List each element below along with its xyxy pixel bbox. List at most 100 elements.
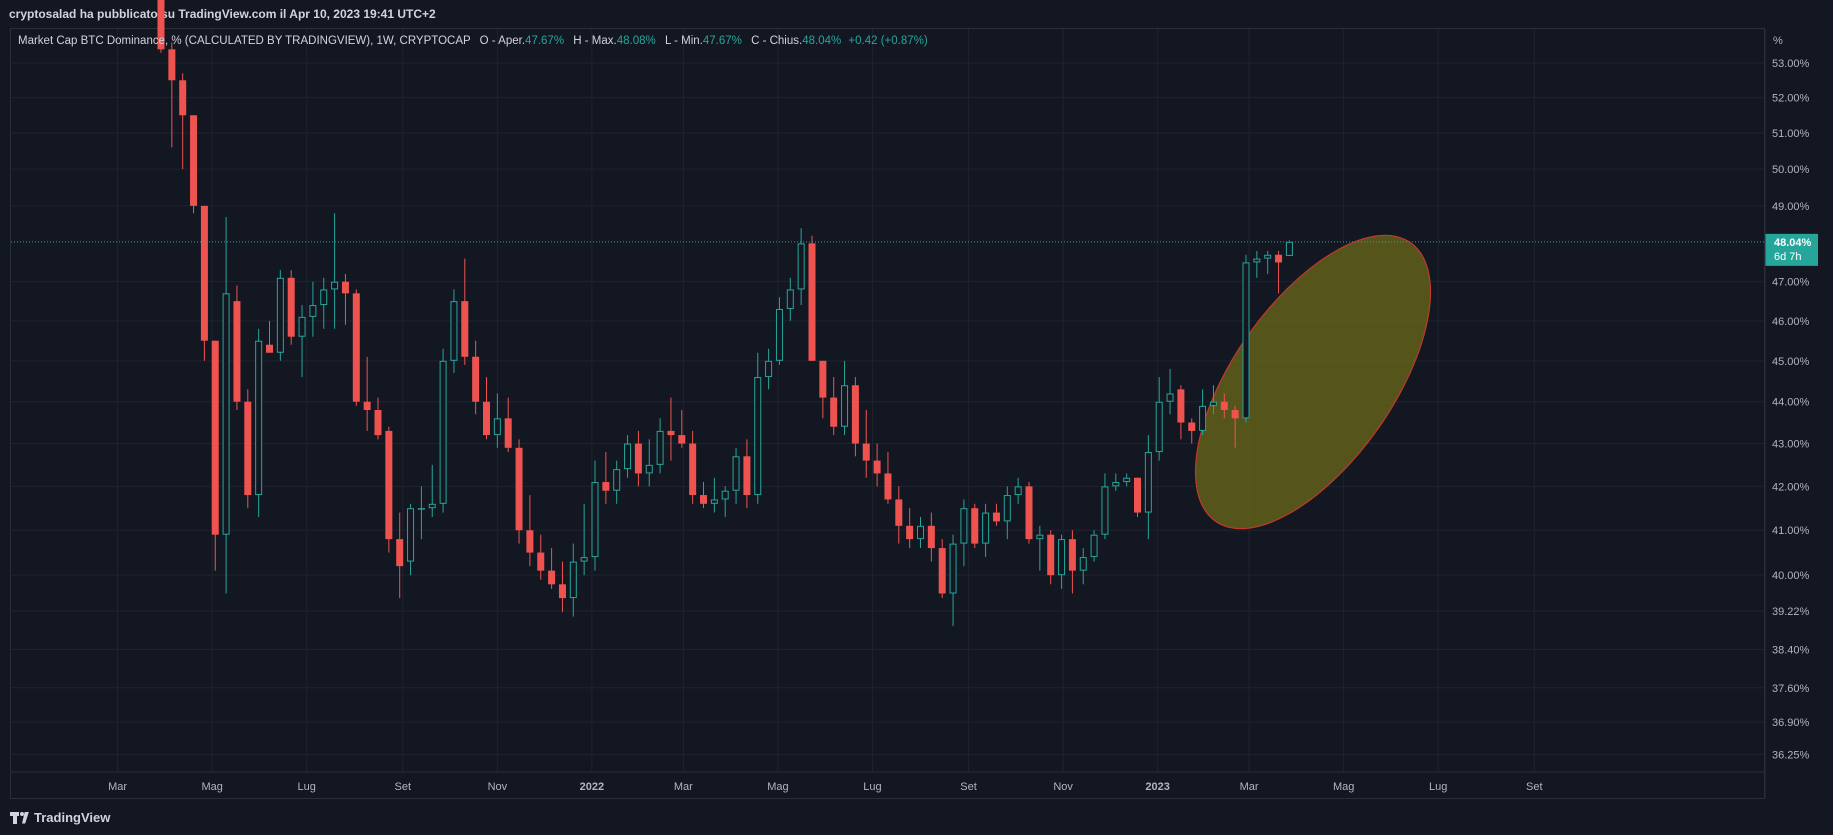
candle-body [363,401,371,411]
candle [363,356,371,431]
candle-body [558,584,566,599]
candle [721,486,729,517]
candle [917,516,924,549]
candle [624,435,632,478]
candle [1188,418,1196,444]
tradingview-logo[interactable]: TradingView [10,810,110,825]
candle-body [982,512,990,544]
candle-body [1003,495,1011,522]
y-tick-label: 43.00% [1772,439,1810,451]
x-tick-label: Set [395,781,412,793]
candle-body [1047,534,1055,576]
candle-body [678,435,686,444]
candle [331,213,339,329]
candle [483,377,490,440]
candle [537,534,545,580]
candle [1058,534,1066,589]
candle [504,397,512,453]
x-tick-label: Set [960,781,977,793]
candle-body [1285,241,1293,256]
candle [775,297,783,365]
candle-body [200,205,208,341]
candle-body [938,548,946,594]
candle [298,305,306,378]
time-axis: Mar Mag Lug Set Nov 2022 Mar Mag Lug Set Nov 2023 Ma… [11,771,1765,793]
candle-body [1144,452,1152,513]
low-value: 47.67% [702,35,742,47]
candle-body [515,447,523,531]
candle [689,430,697,504]
candle [287,270,295,345]
candle-body [971,508,979,544]
candle-body [157,0,165,50]
candle-body [1177,389,1185,423]
candle-body [992,512,1000,522]
candle-body [851,385,859,444]
x-tick-label: Mar [108,781,127,793]
high-label: H - Max. [573,35,617,47]
y-tick-label: 51.00% [1772,128,1810,140]
candle [960,499,968,567]
chart-legend: Market Cap BTC Dominance, % (CALCULATED … [18,35,928,47]
candle-body [917,525,924,540]
y-tick-label: 49.00% [1772,201,1810,213]
candle [884,452,892,504]
candle-body [483,401,490,436]
candle-body [689,443,697,496]
candle [374,397,382,440]
y-tick-label: 45.00% [1772,356,1810,368]
candle-body [396,539,404,567]
candle [1199,389,1207,436]
candle-body [960,508,968,544]
candle-body [873,460,881,474]
candle-body [1014,486,1022,496]
candle-body [222,293,230,535]
candlestick-chart[interactable]: 48.04% 6d 7h 53.00% 52.00% 51.00% 50.00% 49.0… [0,0,1833,800]
x-tick-label: Set [1526,781,1543,793]
candle [1003,486,1011,540]
candle [190,115,198,214]
candle-body [732,456,740,491]
candle-body [374,410,382,436]
candle [819,360,827,419]
candle-body [786,289,794,309]
candle-body [461,301,469,357]
highlight-ellipse [1194,234,1432,530]
publisher-text: cryptosalad ha pubblicato su TradingView… [9,7,436,21]
candle-body [190,115,198,206]
candle-body [775,308,783,361]
candles [157,0,1293,626]
x-tick-label: Mag [1333,781,1354,793]
candle [450,289,458,373]
candle [461,258,469,365]
candle [949,534,957,626]
x-tick-label: Lug [863,781,881,793]
y-tick-label: 42.00% [1772,481,1810,493]
candle [1166,368,1174,415]
candle [754,352,762,504]
candle [309,281,317,337]
candle [341,273,349,325]
low-label: L - Min. [664,35,703,47]
annotation-layer [1194,234,1432,530]
candle-body [1242,262,1250,419]
candle-body [168,49,176,81]
y-tick-label: 40.00% [1772,570,1810,582]
y-unit-label: % [1773,35,1783,47]
candle-body [1025,486,1033,540]
x-tick-label: 2023 [1145,781,1169,793]
candle [428,464,436,517]
candle-body [493,418,501,436]
candle-body [797,243,805,290]
candle [1079,548,1087,585]
candle [558,561,566,612]
candle [927,512,935,562]
candle [851,377,859,457]
candle [895,486,903,544]
candle-body [1166,393,1174,402]
candle [200,205,208,361]
close-label: C - Chius. [751,35,803,47]
x-tick-label: Lug [298,781,316,793]
candle [1144,435,1152,540]
candle-body [537,552,545,571]
